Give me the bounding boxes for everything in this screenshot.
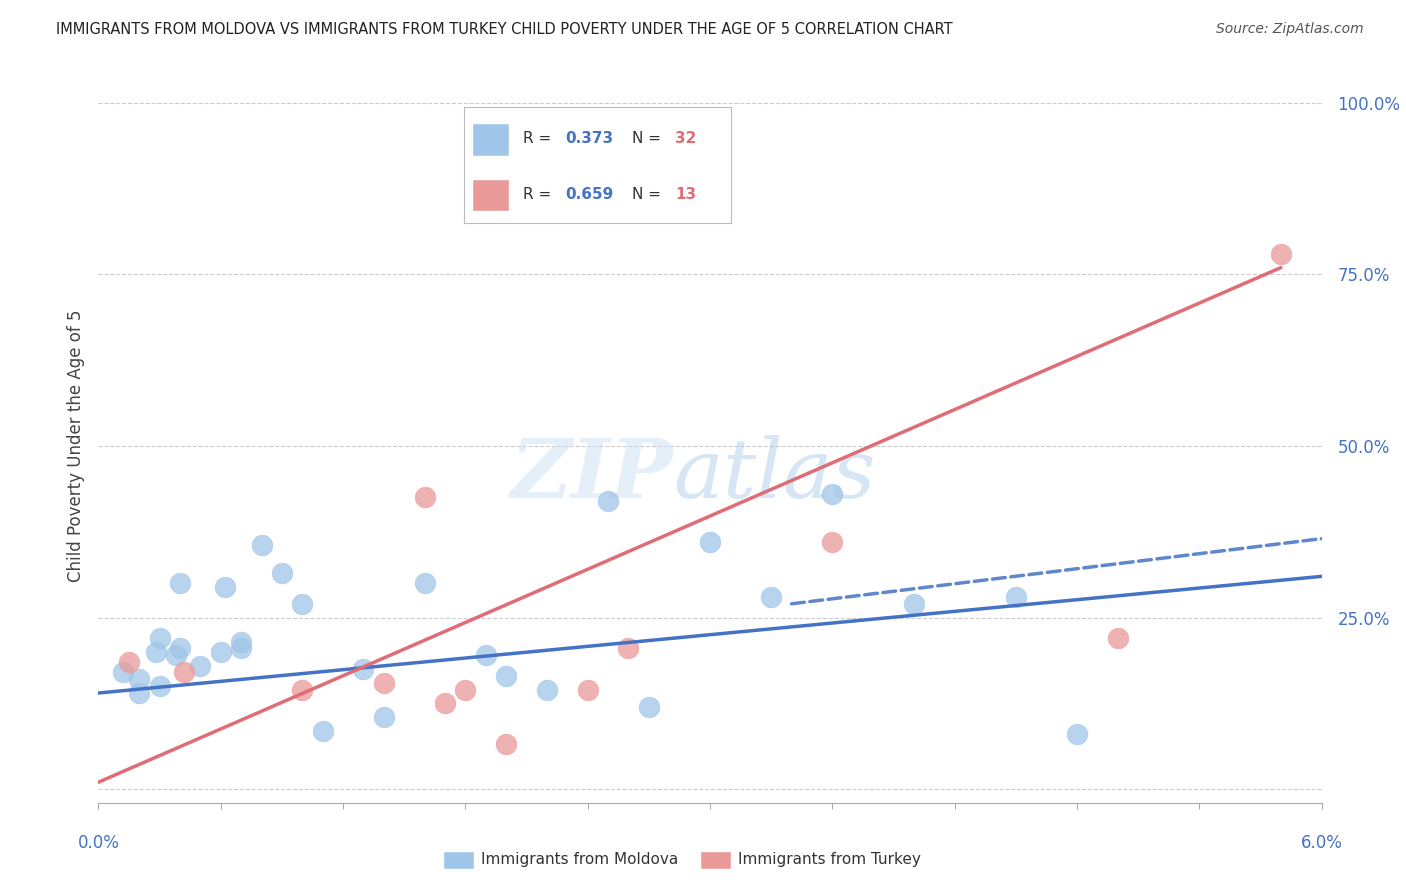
Bar	[472, 179, 509, 211]
Point	[495, 669, 517, 683]
Point	[1066, 727, 1088, 741]
Text: 0.0%: 0.0%	[77, 834, 120, 852]
Point	[188, 658, 212, 673]
Point	[373, 710, 395, 724]
Point	[821, 535, 844, 549]
Point	[128, 673, 150, 687]
Text: atlas: atlas	[673, 434, 876, 515]
Point	[214, 580, 236, 594]
Point	[637, 699, 661, 714]
Point	[617, 641, 640, 656]
Point	[413, 576, 436, 591]
Point	[270, 566, 292, 580]
Point	[576, 682, 599, 697]
Point	[128, 686, 150, 700]
Point	[1270, 247, 1292, 261]
Point	[821, 487, 844, 501]
Point	[454, 682, 477, 697]
Point	[145, 645, 167, 659]
Point	[903, 597, 925, 611]
Text: Source: ZipAtlas.com: Source: ZipAtlas.com	[1216, 22, 1364, 37]
Point	[1004, 590, 1026, 604]
Bar	[472, 123, 509, 156]
Text: 32: 32	[675, 131, 696, 146]
Point	[250, 539, 273, 553]
Point	[699, 535, 721, 549]
Text: ZIP: ZIP	[510, 434, 673, 515]
Point	[118, 655, 141, 669]
Point	[1107, 631, 1129, 645]
Point	[231, 634, 253, 648]
Text: Immigrants from Turkey: Immigrants from Turkey	[738, 853, 921, 867]
Point	[474, 648, 498, 663]
Point	[209, 645, 232, 659]
Text: N =: N =	[633, 186, 666, 202]
Point	[169, 641, 191, 656]
Point	[165, 648, 187, 663]
Point	[231, 641, 253, 656]
Point	[373, 675, 395, 690]
Text: Immigrants from Moldova: Immigrants from Moldova	[481, 853, 678, 867]
Point	[149, 631, 172, 645]
Point	[536, 682, 558, 697]
Point	[111, 665, 134, 680]
Text: IMMIGRANTS FROM MOLDOVA VS IMMIGRANTS FROM TURKEY CHILD POVERTY UNDER THE AGE OF: IMMIGRANTS FROM MOLDOVA VS IMMIGRANTS FR…	[56, 22, 953, 37]
Y-axis label: Child Poverty Under the Age of 5: Child Poverty Under the Age of 5	[66, 310, 84, 582]
Text: 6.0%: 6.0%	[1301, 834, 1343, 852]
Point	[173, 665, 195, 680]
Text: N =: N =	[633, 131, 666, 146]
Point	[311, 723, 335, 738]
Point	[352, 662, 374, 676]
Point	[149, 679, 172, 693]
Text: R =: R =	[523, 131, 555, 146]
Point	[413, 491, 436, 505]
Text: 0.373: 0.373	[565, 131, 613, 146]
Point	[598, 494, 620, 508]
Text: 13: 13	[675, 186, 696, 202]
Point	[291, 682, 314, 697]
Point	[291, 597, 314, 611]
Point	[169, 576, 191, 591]
Text: R =: R =	[523, 186, 555, 202]
Point	[433, 696, 456, 710]
Text: 0.659: 0.659	[565, 186, 614, 202]
Point	[495, 738, 517, 752]
Point	[761, 590, 783, 604]
